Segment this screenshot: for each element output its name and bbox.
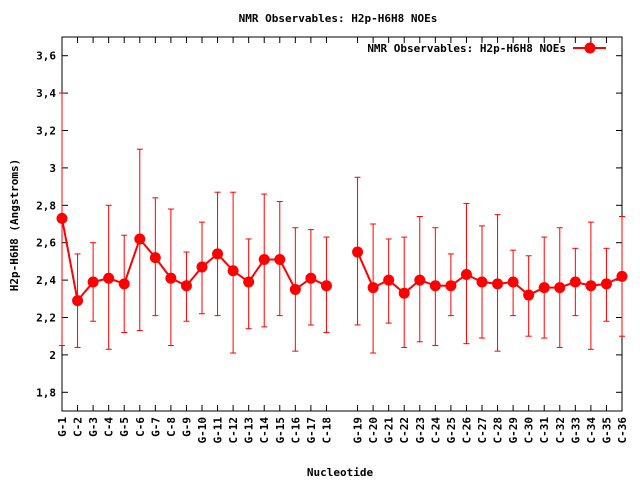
x-tick-label: G-17 (305, 417, 318, 444)
x-tick-label: C-20 (367, 417, 380, 444)
y-tick-label: 2,2 (36, 312, 56, 325)
x-tick-label: G-9 (180, 417, 193, 437)
line-segment (356, 251, 375, 288)
data-point (600, 278, 612, 290)
x-tick-label: G-25 (445, 417, 458, 444)
y-tick-label: 2,4 (36, 274, 56, 287)
legend-marker (584, 42, 596, 54)
data-point (320, 280, 332, 292)
x-tick-label: C-32 (554, 417, 567, 444)
x-tick-label: C-22 (398, 417, 411, 444)
y-axis-label: H2p-H6H8 (Angstroms) (8, 159, 21, 291)
data-point (227, 265, 239, 277)
plot-frame (61, 36, 623, 412)
x-tick-label: G-10 (196, 417, 209, 444)
data-point (305, 272, 317, 284)
data-point (367, 282, 379, 294)
legend-label: NMR Observables: H2p-H6H8 NOEs (367, 42, 566, 55)
x-tick-label: G-15 (274, 417, 287, 444)
legend: NMR Observables: H2p-H6H8 NOEs (367, 42, 606, 55)
data-point (56, 212, 68, 224)
data-point (554, 282, 566, 294)
x-tick-label: G-35 (600, 417, 613, 444)
x-tick-label: C-36 (616, 417, 629, 444)
x-tick-label: G-21 (383, 417, 396, 444)
x-tick-label: C-24 (429, 417, 442, 444)
y-tick-label: 3,2 (36, 125, 56, 138)
y-tick-label: 3 (49, 162, 56, 175)
x-tick-label: C-12 (227, 417, 240, 444)
x-tick-label: G-7 (149, 417, 162, 437)
data-point (72, 295, 84, 307)
data-point (445, 280, 457, 292)
data-point (258, 254, 270, 266)
data-point (569, 276, 581, 288)
x-tick-label: C-28 (492, 417, 505, 444)
x-tick-label: G-1 (56, 417, 69, 437)
data-point (103, 272, 115, 284)
y-tick-label: 2,6 (36, 237, 56, 250)
data-point (414, 274, 426, 286)
y-axis: 1,8 2 2,2 2,4 2,6 2,8 3 3,2 3,4 3,6 (36, 50, 622, 399)
x-tick-label: G-33 (569, 417, 582, 444)
x-tick-label: C-27 (476, 417, 489, 444)
chart-title: NMR Observables: H2p-H6H8 NOEs (239, 12, 438, 25)
series-points (56, 212, 628, 307)
data-point (149, 252, 161, 264)
y-tick-label: 3,6 (36, 50, 56, 63)
y-tick-label: 2 (49, 349, 56, 362)
series-line (61, 218, 623, 302)
data-point (134, 233, 146, 245)
x-tick-label: C-6 (134, 417, 147, 437)
y-tick-label: 2,8 (36, 199, 56, 212)
data-point (585, 280, 597, 292)
x-tick-label: C-4 (103, 417, 116, 437)
x-tick-label: G-11 (212, 417, 225, 444)
data-point (398, 287, 410, 299)
data-point (429, 280, 441, 292)
y-tick-label: 3,4 (36, 87, 56, 100)
x-tick-label: C-31 (538, 417, 551, 444)
data-point (212, 248, 224, 260)
data-point (118, 278, 130, 290)
x-tick-label: C-16 (289, 417, 302, 444)
data-point (507, 276, 519, 288)
error-bars (59, 92, 625, 354)
data-point (383, 274, 395, 286)
x-tick-label: G-19 (352, 417, 365, 444)
data-point (243, 276, 255, 288)
x-tick-label: C-30 (523, 417, 536, 444)
line-segment (278, 259, 297, 290)
x-tick-label: G-5 (118, 417, 131, 437)
x-tick-label: C-2 (72, 417, 85, 437)
x-tick-label: C-18 (320, 417, 333, 444)
data-point (616, 270, 628, 282)
data-point (196, 261, 208, 273)
x-axis-label: Nucleotide (307, 466, 374, 479)
x-tick-label: C-14 (258, 417, 271, 444)
x-axis: G-1 C-2 G-3 C-4 G-5 C-6 G-7 C-8 G-9 G-10 G-11 C-12 G… (56, 37, 629, 444)
x-tick-label: G-3 (87, 417, 100, 437)
data-point (460, 268, 472, 280)
data-point (165, 272, 177, 284)
x-tick-label: G-13 (243, 417, 256, 444)
data-point (492, 278, 504, 290)
x-tick-label: C-8 (165, 417, 178, 437)
data-point (289, 283, 301, 295)
data-point (180, 280, 192, 292)
x-tick-label: G-29 (507, 417, 520, 444)
data-point (87, 276, 99, 288)
x-tick-label: G-23 (414, 417, 427, 444)
line-segment (61, 218, 79, 301)
data-point (538, 282, 550, 294)
x-tick-label: C-34 (585, 417, 598, 444)
data-point (352, 246, 364, 258)
data-point (476, 276, 488, 288)
data-point (523, 289, 535, 301)
data-point (274, 254, 286, 266)
y-tick-label: 1,8 (36, 386, 56, 399)
x-tick-label: C-26 (460, 417, 473, 444)
line-segment (123, 238, 141, 285)
